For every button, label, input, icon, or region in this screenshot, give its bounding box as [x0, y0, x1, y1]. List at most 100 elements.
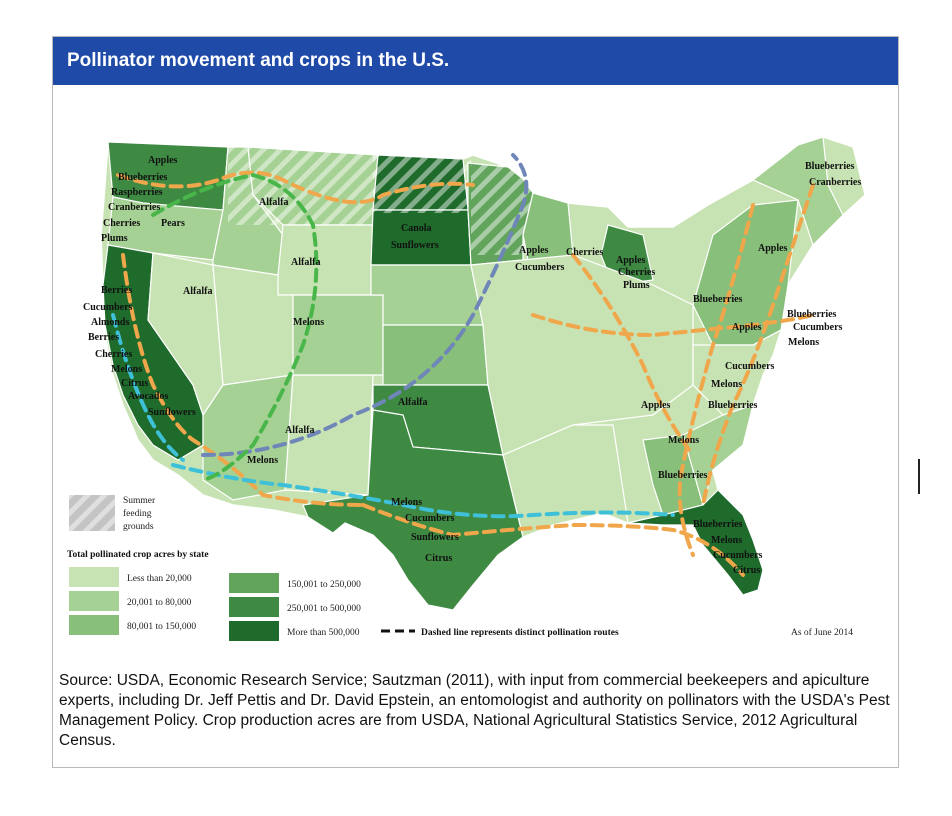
crop-label: Blueberries: [693, 294, 743, 305]
crop-label: Citrus: [425, 553, 452, 564]
crop-label: Plums: [101, 233, 128, 244]
crop-label: Blueberries: [708, 400, 758, 411]
crop-label: Apples: [616, 255, 646, 266]
route-blue-california: [111, 313, 185, 462]
crop-label: Cherries: [566, 247, 603, 258]
crop-label: Cucumbers: [405, 513, 455, 524]
route-orange-east: [531, 313, 815, 338]
summer-hatch-montana: [228, 147, 378, 225]
crop-label: Melons: [247, 455, 278, 466]
crop-label: Apples: [148, 155, 178, 166]
crop-label: Cherries: [618, 267, 655, 278]
crop-label: Alfalfa: [285, 425, 314, 436]
crop-label: Sunflowers: [148, 407, 196, 418]
crop-label: Melons: [788, 337, 819, 348]
route-orange-appalachia: [677, 203, 755, 557]
map-area: Apples Blueberries Raspberries Cranberri…: [53, 85, 898, 665]
crop-label: Citrus: [121, 378, 148, 389]
crop-label: Pears: [161, 218, 185, 229]
crop-label: Blueberries: [787, 309, 837, 320]
text-cursor: [918, 459, 920, 494]
crop-label: Melons: [111, 364, 142, 375]
legend-label: 150,001 to 250,000: [287, 580, 361, 590]
crop-label: Alfalfa: [259, 197, 288, 208]
route-orange-west: [116, 170, 475, 205]
legend-label: Less than 20,000: [127, 574, 192, 584]
us-map: Apples Blueberries Raspberries Cranberri…: [67, 136, 866, 641]
crop-label: Melons: [668, 435, 699, 446]
legend-swatch: [69, 567, 119, 587]
route-orange-northeast: [701, 183, 815, 507]
region-nebraska: [370, 264, 484, 326]
route-slate: [201, 153, 529, 457]
crop-label: Almonds: [91, 317, 129, 328]
date-note: As of June 2014: [791, 627, 853, 638]
route-green: [151, 172, 319, 482]
legend-swatch: [229, 597, 279, 617]
route-orange-texas: [361, 503, 745, 577]
crop-label: Cranberries: [809, 177, 861, 188]
crop-label: Cucumbers: [713, 550, 763, 561]
region-texas: [302, 409, 524, 611]
crop-label: Melons: [711, 379, 742, 390]
legend-swatch: [229, 573, 279, 593]
crop-label: Citrus: [733, 565, 760, 576]
legend-swatch: [69, 591, 119, 611]
crop-label: Cucumbers: [793, 322, 843, 333]
crop-label: Cherries: [95, 349, 132, 360]
pollination-routes: [111, 153, 815, 577]
crop-label: Blueberries: [805, 161, 855, 172]
crop-label: Apples: [519, 245, 549, 256]
crop-label: Cucumbers: [515, 262, 565, 273]
summer-legend-line: Summer: [123, 496, 156, 506]
crop-label: Alfalfa: [291, 257, 320, 268]
crop-labels: Apples Blueberries Raspberries Cranberri…: [83, 155, 861, 576]
legend-swatch: [229, 621, 279, 641]
region-south-central: [502, 424, 629, 538]
crop-label: Apples: [732, 322, 762, 333]
crop-label: Canola: [401, 223, 432, 234]
region-south-dakota: [370, 209, 472, 266]
crop-label: Cherries: [103, 218, 140, 229]
region-florida: [627, 489, 764, 596]
route-orange-california: [121, 253, 365, 507]
crop-label: Plums: [623, 280, 650, 291]
summer-legend-line: feeding: [123, 508, 152, 519]
legend-label: 80,001 to 150,000: [127, 622, 196, 632]
legend-title: Total pollinated crop acres by state: [67, 550, 209, 560]
crop-label: Apples: [641, 400, 671, 411]
crop-label: Cucumbers: [725, 361, 775, 372]
crop-label: Cucumbers: [83, 302, 133, 313]
region-mid-atlantic: [692, 328, 783, 416]
route-blue-south: [171, 463, 675, 519]
region-maine: [822, 136, 866, 216]
crop-label: Blueberries: [693, 519, 743, 530]
region-midwest: [470, 254, 694, 456]
crop-label: Alfalfa: [398, 397, 427, 408]
crop-label: Alfalfa: [183, 286, 212, 297]
summer-legend: Summer feeding grounds: [69, 495, 156, 532]
crop-label: Melons: [711, 535, 742, 546]
crop-label: Berries: [101, 285, 132, 296]
source-note: Source: USDA, Economic Research Service;…: [59, 672, 890, 749]
title-bar: Pollinator movement and crops in the U.S…: [53, 37, 898, 85]
route-orange-midwest: [571, 253, 695, 457]
crop-label: Berries: [88, 332, 119, 343]
crop-label: Sunflowers: [391, 240, 439, 251]
acreage-legend: Total pollinated crop acres by state Les…: [67, 550, 361, 641]
map-title: Pollinator movement and crops in the U.S…: [67, 50, 450, 71]
crop-label: Cranberries: [108, 202, 160, 213]
crop-label: Melons: [293, 317, 324, 328]
crop-label: Avocados: [128, 391, 168, 402]
crop-label: Raspberries: [111, 187, 163, 198]
crop-label: Blueberries: [118, 172, 168, 183]
route-note-text: Dashed line represents distinct pollinat…: [421, 628, 619, 638]
figure-frame: Pollinator movement and crops in the U.S…: [52, 36, 899, 768]
legend-label: 250,001 to 500,000: [287, 604, 361, 614]
crop-label: Melons: [391, 497, 422, 508]
crop-label: Sunflowers: [411, 532, 459, 543]
crop-label: Blueberries: [658, 470, 708, 481]
legend-swatch: [69, 615, 119, 635]
summer-legend-line: grounds: [123, 522, 154, 532]
legend-label: 20,001 to 80,000: [127, 598, 192, 608]
